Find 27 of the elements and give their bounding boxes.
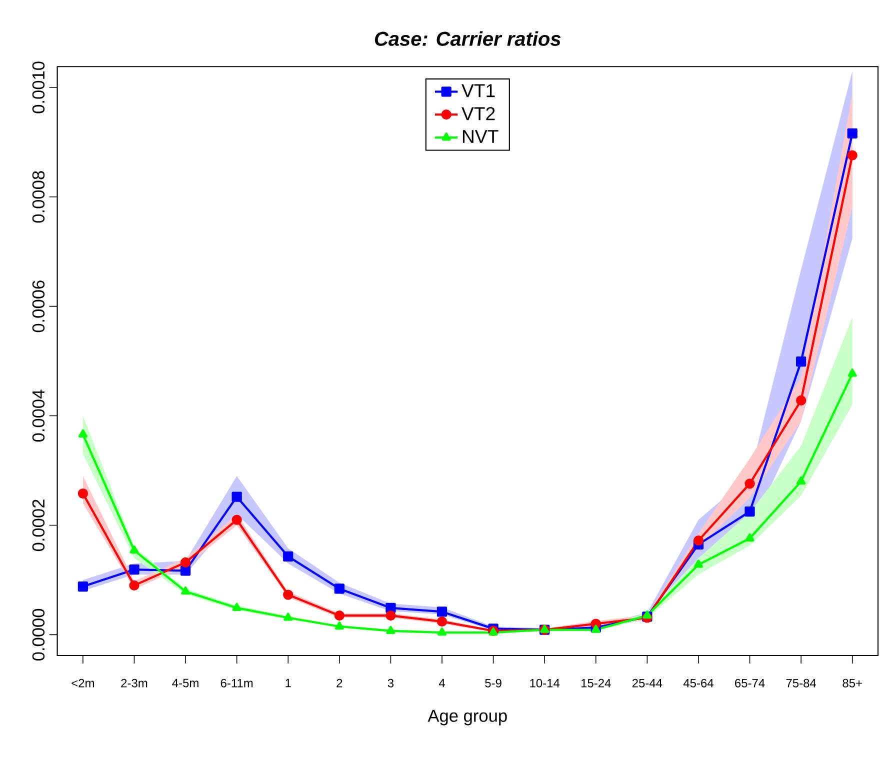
x-tick-label: 45-64 [683, 678, 714, 688]
x-tick-label: 25-44 [632, 678, 662, 688]
x-tick-label: <2m [72, 678, 94, 688]
legend-label: VT2 [462, 106, 495, 120]
x-tick-label: 15-24 [581, 678, 611, 688]
x-tick-label: 2 [336, 678, 342, 688]
x-axis-title: Age group [428, 710, 507, 726]
y-tick-label: 0.0002 [32, 499, 45, 551]
x-tick-label: 10-14 [530, 678, 560, 688]
x-tick-label: 65-74 [735, 678, 765, 688]
y-tick-label: 0.0006 [32, 280, 45, 332]
x-tick-label: 6-11m [220, 678, 253, 688]
y-tick-label: 0.0000 [32, 608, 45, 660]
x-tick-label: 4 [438, 678, 445, 687]
x-tick-label: 5-9 [485, 678, 502, 688]
x-tick-label: 2-3m [121, 678, 148, 688]
x-tick-label: 85+ [842, 678, 862, 688]
x-tick-label: 1 [286, 678, 291, 687]
legend-label: VT1 [462, 84, 495, 97]
x-tick-label: 3 [388, 678, 394, 688]
y-tick-label: 0.0008 [32, 170, 45, 222]
legend-label: NVT [462, 130, 498, 143]
x-tick-label: 75-84 [786, 678, 816, 688]
x-tick-label: 4-5m [172, 678, 198, 688]
chart-title: Case: Carrier ratios [374, 31, 561, 46]
y-tick-label: 0.0004 [32, 390, 45, 442]
y-tick-label: 0.0010 [32, 61, 45, 114]
